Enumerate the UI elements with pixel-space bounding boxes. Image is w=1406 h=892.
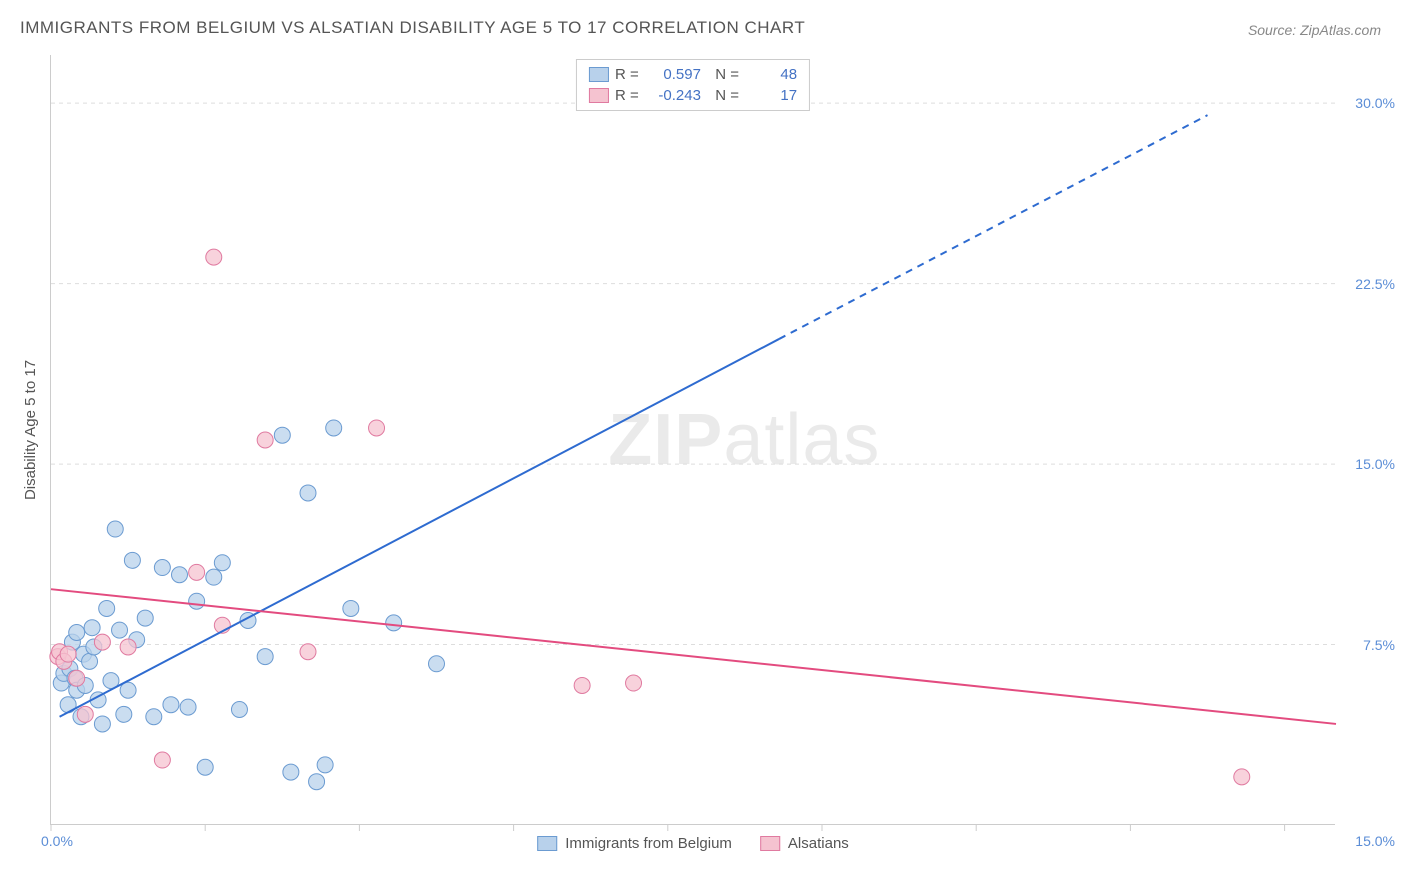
swatch-alsatian-icon <box>589 88 609 103</box>
stats-legend-row-belgium: R = 0.597 N = 48 <box>589 64 797 85</box>
swatch-alsatian-icon <box>760 836 780 851</box>
stat-r-belgium: 0.597 <box>649 66 701 83</box>
stat-n-label: N = <box>707 66 739 83</box>
stat-r-label: R = <box>615 66 643 83</box>
series-legend: Immigrants from Belgium Alsatians <box>537 835 849 852</box>
legend-item-belgium: Immigrants from Belgium <box>537 835 732 852</box>
stats-legend: R = 0.597 N = 48 R = -0.243 N = 17 <box>576 59 810 111</box>
y-tick-label: 22.5% <box>1355 276 1395 292</box>
legend-label-alsatian: Alsatians <box>788 835 849 852</box>
legend-item-alsatian: Alsatians <box>760 835 849 852</box>
stat-n-label: N = <box>707 87 739 104</box>
y-tick-label: 30.0% <box>1355 95 1395 111</box>
chart-title: IMMIGRANTS FROM BELGIUM VS ALSATIAN DISA… <box>20 18 805 38</box>
stat-n-belgium: 48 <box>745 66 797 83</box>
stat-n-alsatian: 17 <box>745 87 797 104</box>
y-tick-label: 15.0% <box>1355 456 1395 472</box>
y-axis-label: Disability Age 5 to 17 <box>22 360 39 500</box>
source-credit: Source: ZipAtlas.com <box>1248 22 1381 38</box>
stat-r-alsatian: -0.243 <box>649 87 701 104</box>
stat-r-label: R = <box>615 87 643 104</box>
x-axis-origin: 0.0% <box>41 833 73 849</box>
legend-label-belgium: Immigrants from Belgium <box>565 835 732 852</box>
swatch-belgium-icon <box>537 836 557 851</box>
chart-svg <box>51 55 1336 825</box>
x-axis-max: 15.0% <box>1355 833 1395 849</box>
stats-legend-row-alsatian: R = -0.243 N = 17 <box>589 85 797 106</box>
y-tick-label: 7.5% <box>1363 637 1395 653</box>
plot-area: ZIPatlas 0.0% 15.0% R = 0.597 N = 48 R =… <box>50 55 1335 825</box>
swatch-belgium-icon <box>589 67 609 82</box>
